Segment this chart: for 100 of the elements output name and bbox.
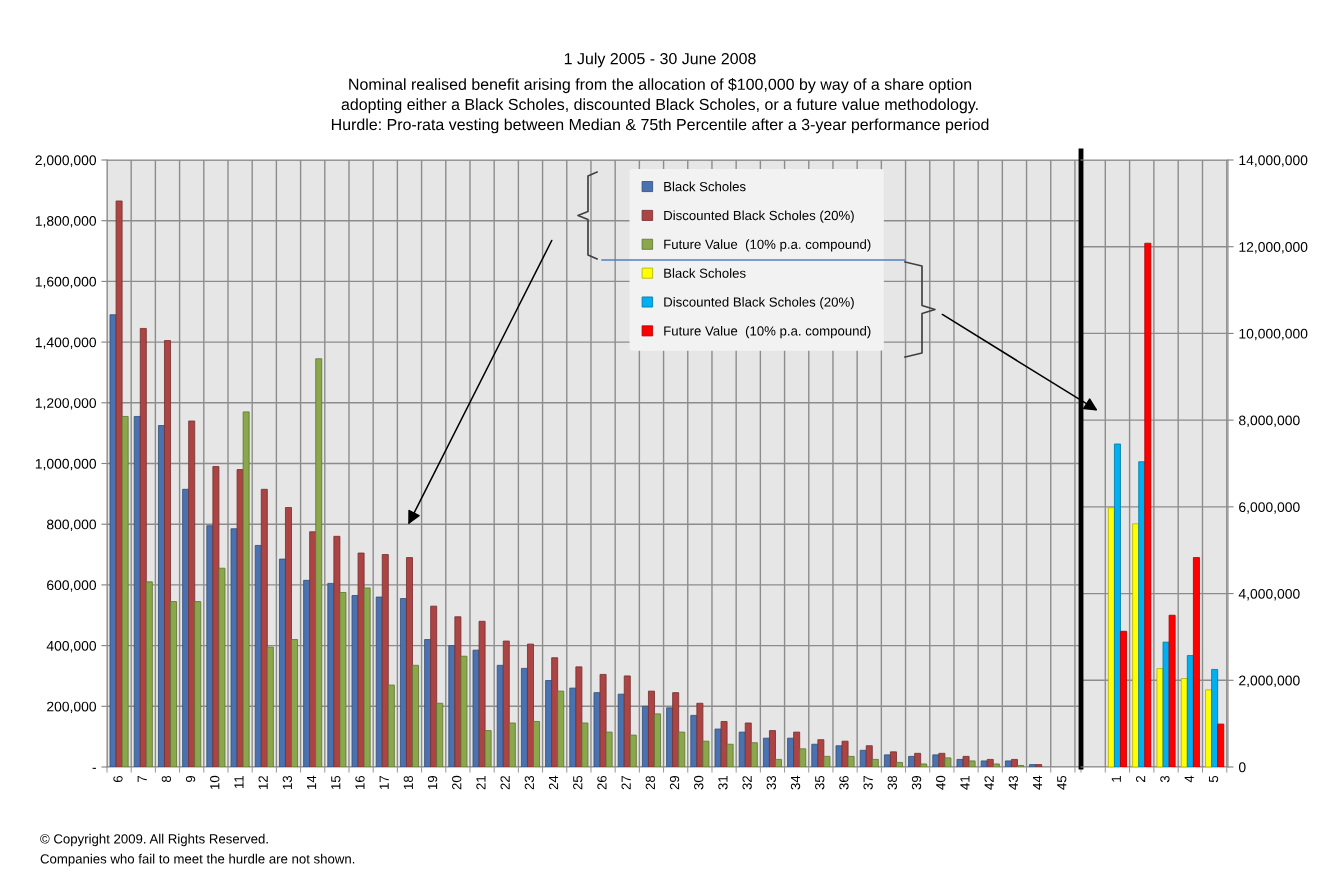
bar bbox=[170, 601, 177, 767]
x-tick-label: 30 bbox=[694, 775, 704, 790]
bar bbox=[315, 358, 323, 767]
x-tick-label: 36 bbox=[839, 775, 849, 790]
bar bbox=[648, 690, 655, 767]
x-tick-label: 11 bbox=[234, 775, 244, 789]
x-tick-label: 35 bbox=[815, 775, 825, 790]
bar bbox=[412, 664, 419, 767]
x-tick-label: 2 bbox=[1135, 776, 1146, 783]
bar bbox=[164, 340, 171, 767]
y2-tick-label: 4,000,000 bbox=[1238, 588, 1300, 601]
x-tick-label: 41 bbox=[960, 775, 970, 790]
x-tick-label: 17 bbox=[379, 775, 389, 789]
bar bbox=[1192, 557, 1200, 767]
bar bbox=[823, 755, 831, 767]
x-tick-label: 44 bbox=[1032, 775, 1043, 790]
bar bbox=[605, 731, 613, 767]
bar bbox=[678, 731, 686, 767]
chart-subtitle: Nominal realised benefit arising from the allocation of $100,000 by way of a share option adopting either a Black Scholes, discounted Black Scholes, or a future value methodology. Hurdle: Pro-rata vesting between Median & 75th Percentile after a 3-year performance period bbox=[331, 78, 989, 134]
bar bbox=[847, 755, 855, 767]
x-tick-label: 7 bbox=[137, 776, 147, 782]
bar bbox=[527, 643, 534, 767]
y2-tick-label: 6,000,000 bbox=[1239, 502, 1300, 514]
x-tick-label: 31 bbox=[718, 775, 728, 790]
bar bbox=[992, 763, 1000, 767]
x-tick-label: 10 bbox=[210, 775, 220, 789]
x-tick-label: 20 bbox=[452, 775, 462, 790]
y-tick-label: 200,000 bbox=[47, 701, 97, 714]
y-tick-label: 400,000 bbox=[46, 640, 97, 653]
x-tick-label: 1 bbox=[1111, 775, 1121, 782]
x-tick-label: 13 bbox=[282, 775, 293, 789]
bar bbox=[430, 605, 438, 767]
text: © Copyright 2009. All Rights Reserved. bbox=[40, 833, 268, 847]
x-tick-label: 4 bbox=[1184, 775, 1194, 783]
y-tick-label: 1,200,000 bbox=[35, 398, 97, 410]
bar bbox=[932, 754, 940, 767]
bar bbox=[533, 721, 540, 767]
bar bbox=[1113, 443, 1121, 767]
bar bbox=[484, 730, 492, 767]
y-tick-label: 1,800,000 bbox=[35, 216, 97, 228]
y2-tick-label: 0 bbox=[1238, 762, 1246, 773]
bar bbox=[242, 411, 250, 767]
bar bbox=[865, 745, 873, 767]
x-tick-label: 40 bbox=[936, 775, 946, 790]
bar bbox=[454, 616, 462, 767]
x-tick-label: 43 bbox=[1008, 775, 1018, 790]
bar bbox=[387, 684, 395, 767]
bar bbox=[381, 554, 389, 767]
x-tick-label: 39 bbox=[911, 775, 922, 790]
x-tick-label: 32 bbox=[742, 775, 752, 790]
x-tick-label: 23 bbox=[524, 775, 535, 790]
bar bbox=[914, 752, 922, 767]
bar bbox=[968, 760, 976, 767]
x-tick-label: 25 bbox=[573, 775, 583, 790]
bar bbox=[986, 758, 994, 767]
bar bbox=[266, 646, 274, 767]
bar bbox=[750, 742, 758, 767]
bar bbox=[726, 743, 734, 767]
x-tick-label: 37 bbox=[863, 775, 873, 790]
x-tick-label: 5 bbox=[1208, 775, 1219, 783]
bar bbox=[1217, 723, 1225, 767]
x-tick-label: 19 bbox=[427, 775, 438, 789]
bar bbox=[720, 721, 728, 767]
legend-label: Future Value (10% p.a. compound) bbox=[664, 325, 871, 339]
y-tick-label: 2,000,000 bbox=[35, 155, 97, 167]
bar bbox=[502, 640, 510, 767]
x-tick-label: 8 bbox=[161, 775, 172, 783]
bar bbox=[654, 713, 661, 767]
x-tick-label: 42 bbox=[984, 775, 994, 790]
bar bbox=[962, 755, 970, 767]
x-tick-label: 45 bbox=[1057, 775, 1067, 790]
bar bbox=[1035, 764, 1043, 767]
bar bbox=[363, 587, 371, 767]
bar bbox=[212, 466, 220, 767]
bar bbox=[285, 507, 292, 767]
x-tick-label: 33 bbox=[766, 775, 777, 790]
x-tick-label: 18 bbox=[403, 775, 414, 789]
bar bbox=[871, 758, 879, 767]
x-tick-label: 21 bbox=[476, 775, 486, 790]
y-tick-label: 1,000,000 bbox=[35, 458, 97, 471]
bar bbox=[841, 740, 849, 767]
legend-label: Future Value (10% p.a. compound) bbox=[664, 239, 871, 252]
y2-tick-label: 14,000,000 bbox=[1239, 155, 1308, 167]
bar bbox=[1011, 758, 1018, 767]
y-tick-label: 1,400,000 bbox=[35, 337, 97, 349]
y-tick-label: 1,600,000 bbox=[35, 276, 97, 289]
x-tick-label: 34 bbox=[790, 775, 801, 790]
bar bbox=[629, 734, 637, 767]
bar bbox=[1120, 630, 1127, 767]
x-tick-label: 26 bbox=[597, 775, 607, 790]
bar bbox=[696, 702, 704, 767]
x-tick-label: 14 bbox=[307, 775, 317, 789]
bar bbox=[1004, 760, 1012, 767]
bar bbox=[406, 557, 413, 767]
bar bbox=[702, 740, 710, 767]
bar bbox=[508, 722, 516, 767]
legend-label: Black Scholes bbox=[664, 268, 746, 278]
y-tick-label: - bbox=[92, 767, 96, 769]
bar bbox=[333, 535, 341, 767]
bar bbox=[896, 762, 903, 767]
